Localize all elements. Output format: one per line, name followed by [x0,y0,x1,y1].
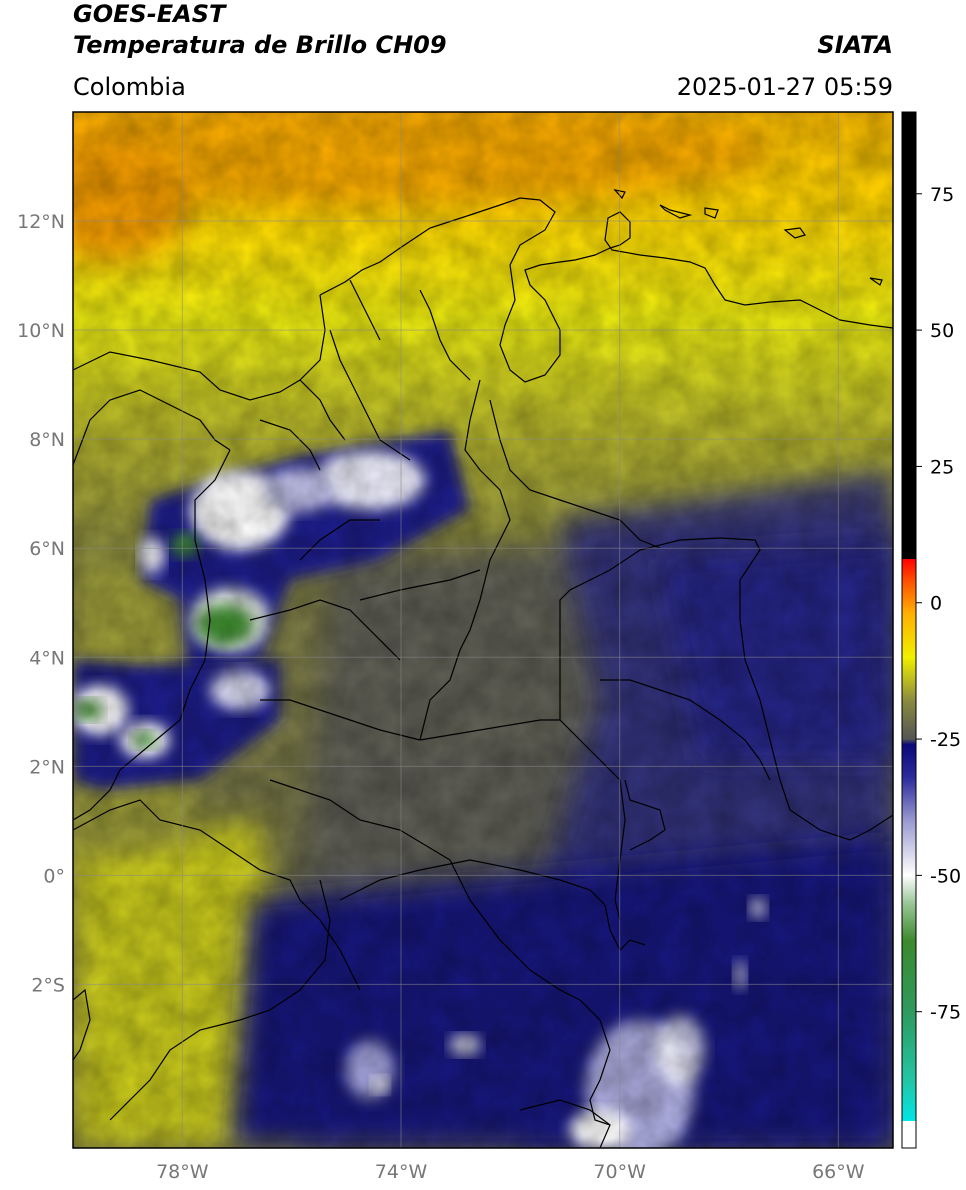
product-title: Temperatura de Brillo CH09 [73,31,447,59]
satellite-title: GOES-EAST [73,0,226,28]
lat-tick-label: 8°N [29,429,65,451]
lat-tick-label: 2°S [31,974,65,996]
lat-tick-label: 10°N [17,320,65,342]
lon-tick-label: 66°W [812,1161,865,1183]
colorbar-tick-label: 75 [930,184,954,206]
colorbar-tick-label: -50 [930,865,961,887]
lon-tick-label: 74°W [375,1161,428,1183]
lat-tick-label: 2°N [29,756,65,778]
colorbar-tick-label: 0 [930,593,942,615]
timestamp-label: 2025-01-27 05:59 [676,73,893,101]
imagery-layer [73,112,893,1148]
colorbar-tick-label: 25 [930,456,954,478]
colorbar: 75 50 25 0 -25 -50 -75 [901,111,961,1149]
region-label: Colombia [73,73,186,101]
lon-tick-label: 78°W [156,1161,209,1183]
lat-tick-label: 6°N [29,538,65,560]
colorbar-tick-label: 50 [930,320,954,342]
map-axes: 12°N 10°N 8°N 6°N 4°N 2°N 0° 2°S 78°W 74°W 70°W 66°… [17,211,865,1183]
lon-tick-label: 70°W [593,1161,646,1183]
colorbar-ramp [902,112,916,1148]
colorbar-tick-label: -25 [930,729,961,751]
lat-tick-label: 4°N [29,647,65,669]
agency-label: SIATA [817,31,893,59]
colorbar-tick-label: -75 [930,1002,961,1024]
colorbar-frame [901,111,917,1149]
lat-tick-label: 12°N [17,211,65,233]
map-gridlines [73,112,893,1148]
lat-tick-label: 0° [43,865,65,887]
coastline-borders [73,189,893,1148]
colorbar-ticks: 75 50 25 0 -25 -50 -75 [916,184,961,1024]
map-frame [72,111,894,1149]
